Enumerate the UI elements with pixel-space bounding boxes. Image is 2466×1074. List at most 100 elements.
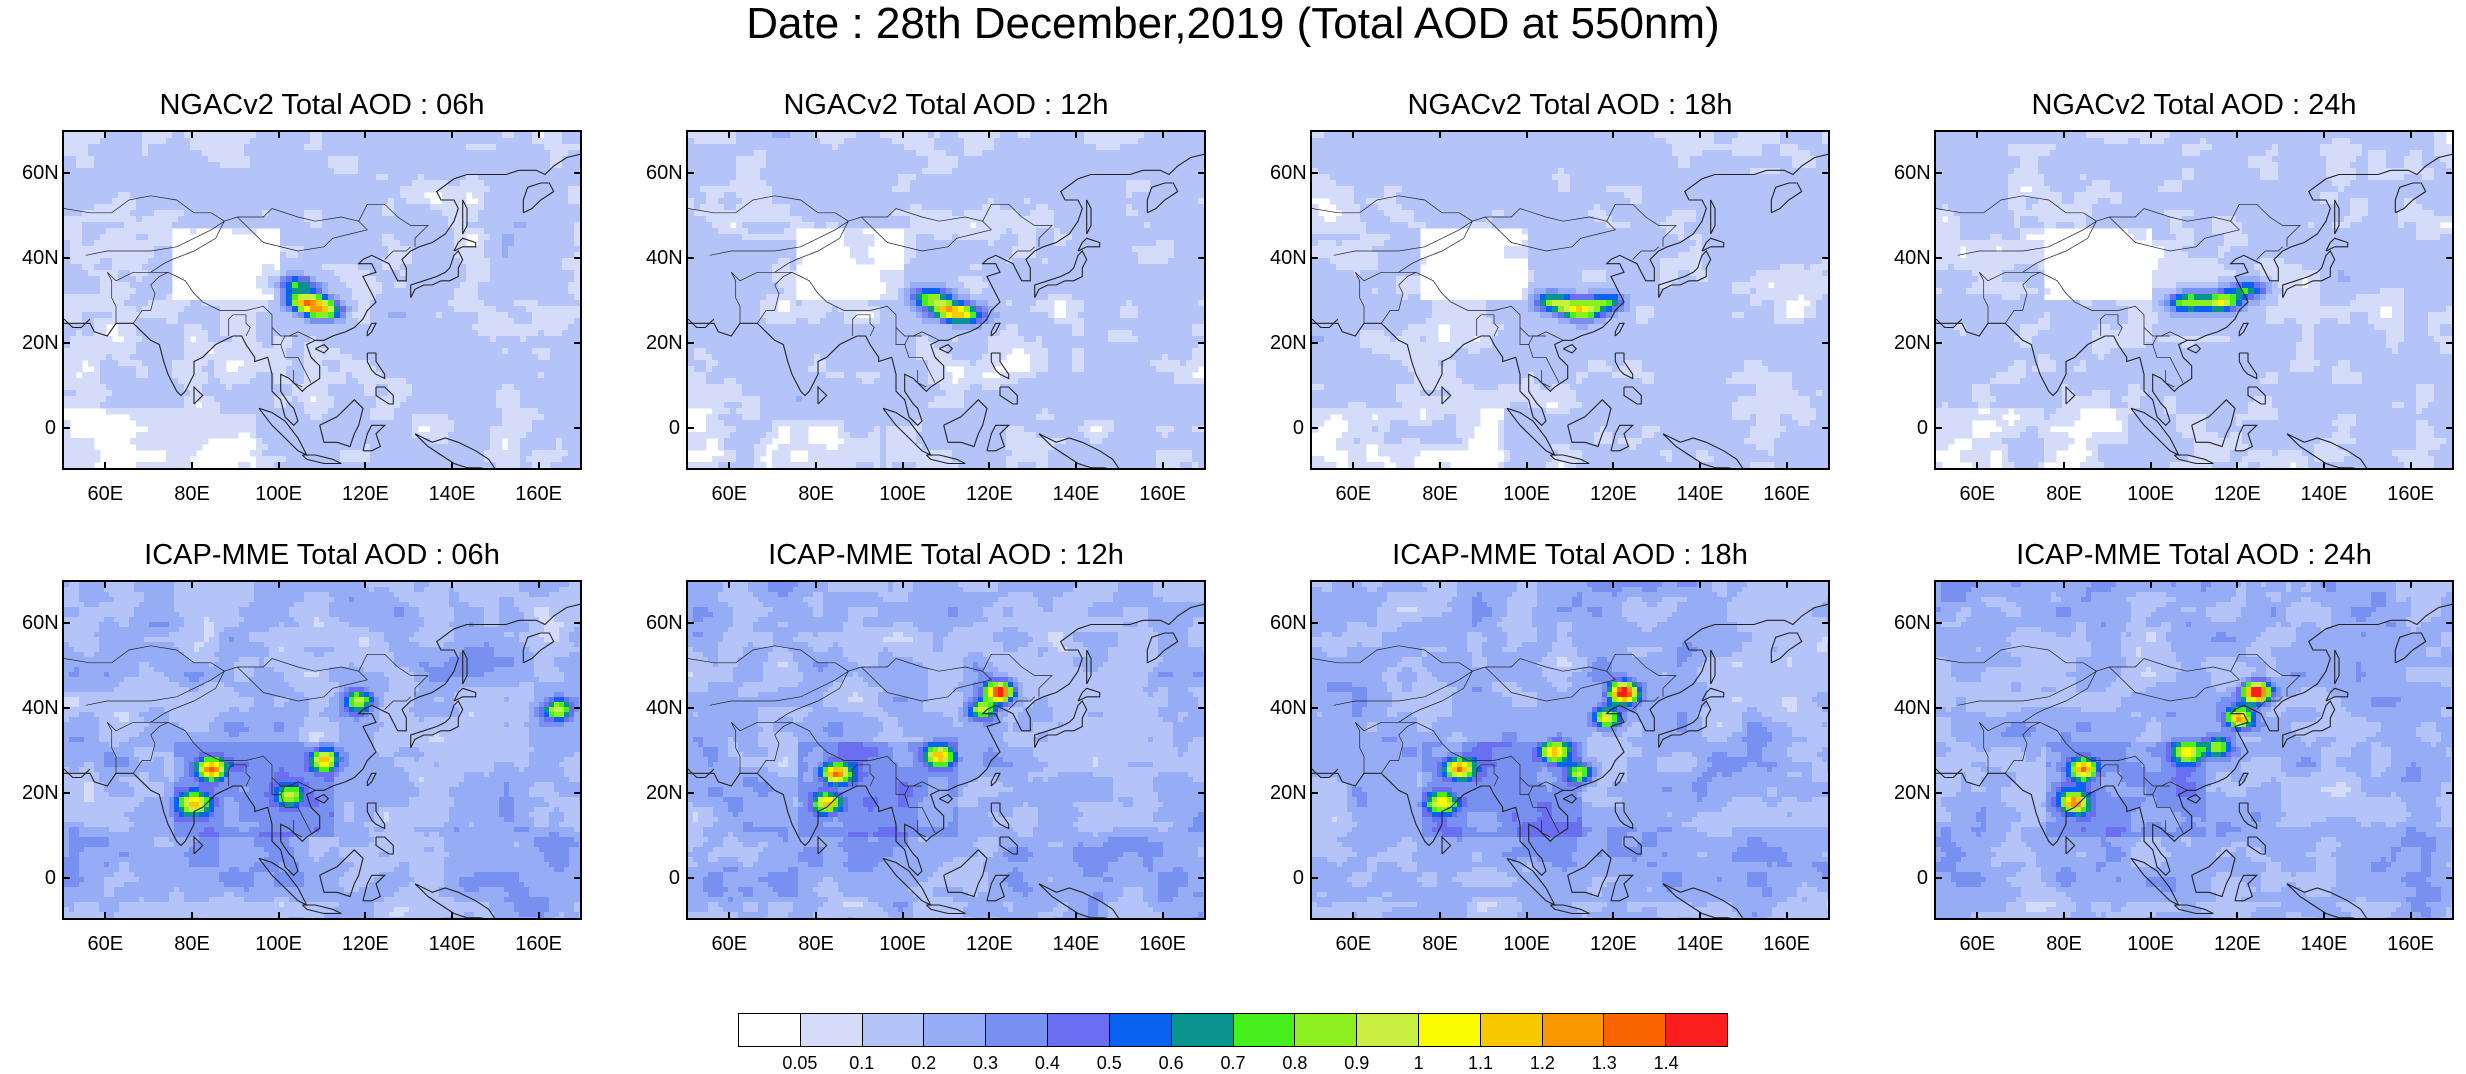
lat-tick <box>1934 257 1942 259</box>
aod-field <box>1312 582 1830 920</box>
lon-tick-label: 60E <box>75 934 135 954</box>
lon-tick-label: 160E <box>2381 934 2441 954</box>
lon-tick <box>364 462 366 470</box>
lon-tick-label: 100E <box>2121 484 2181 504</box>
colorbar-swatch <box>1419 1014 1481 1046</box>
lat-tick <box>574 622 582 624</box>
lat-tick <box>1822 877 1830 879</box>
colorbar-swatch <box>863 1014 925 1046</box>
colorbar-swatch <box>1110 1014 1172 1046</box>
lon-tick-label: 120E <box>959 934 1019 954</box>
lon-tick <box>902 462 904 470</box>
lon-tick <box>1439 130 1441 138</box>
colorbar-swatch <box>924 1014 986 1046</box>
lon-tick <box>2410 912 2412 920</box>
lon-tick <box>1439 462 1441 470</box>
lat-tick <box>2446 877 2454 879</box>
colorbar-label: 0.5 <box>1084 1054 1134 1072</box>
colorbar-swatch <box>739 1014 801 1046</box>
lat-tick <box>686 622 694 624</box>
lon-tick <box>2236 462 2238 470</box>
lon-tick <box>1526 130 1528 138</box>
lat-tick <box>1198 257 1206 259</box>
lon-tick <box>538 130 540 138</box>
lat-tick <box>686 792 694 794</box>
lon-tick <box>1162 462 1164 470</box>
lon-tick <box>364 912 366 920</box>
lat-tick <box>62 877 70 879</box>
lat-tick-label: 0 <box>1894 418 1928 438</box>
lat-tick <box>574 342 582 344</box>
panel-title: NGACv2 Total AOD : 06h <box>22 90 582 120</box>
lat-tick-label: 40N <box>22 248 56 268</box>
lat-tick-label: 0 <box>1270 418 1304 438</box>
lat-tick <box>1198 707 1206 709</box>
lon-tick <box>1526 462 1528 470</box>
lat-tick-label: 20N <box>22 783 56 803</box>
lat-tick <box>574 792 582 794</box>
lat-tick <box>1310 342 1318 344</box>
lat-tick <box>1934 342 1942 344</box>
lon-tick-label: 120E <box>1583 934 1643 954</box>
lat-tick-label: 0 <box>646 418 680 438</box>
lon-tick <box>1699 912 1701 920</box>
colorbar-swatch <box>1048 1014 1110 1046</box>
lon-tick-label: 140E <box>1046 934 1106 954</box>
lon-tick <box>1162 912 1164 920</box>
lon-tick <box>364 130 366 138</box>
lat-tick <box>1822 257 1830 259</box>
lon-tick-label: 160E <box>1133 484 1193 504</box>
lon-tick <box>104 130 106 138</box>
lat-tick-label: 60N <box>646 613 680 633</box>
lon-tick <box>1976 130 1978 138</box>
lon-tick <box>278 912 280 920</box>
lat-tick-label: 0 <box>1894 868 1928 888</box>
panel-title: ICAP-MME Total AOD : 24h <box>1894 540 2454 570</box>
lon-tick-label: 60E <box>1323 934 1383 954</box>
lon-tick-label: 120E <box>959 484 1019 504</box>
lat-tick <box>62 257 70 259</box>
lat-tick <box>1934 622 1942 624</box>
lat-tick <box>1310 707 1318 709</box>
lat-tick-label: 40N <box>1270 698 1304 718</box>
lat-tick <box>62 342 70 344</box>
map-plot-area <box>686 130 1206 470</box>
lon-tick <box>2063 912 2065 920</box>
lon-tick <box>2323 580 2325 588</box>
lon-tick <box>1786 130 1788 138</box>
lon-tick <box>451 580 453 588</box>
lon-tick <box>728 912 730 920</box>
lat-tick <box>62 427 70 429</box>
lon-tick <box>191 462 193 470</box>
lon-tick <box>2323 912 2325 920</box>
lon-tick <box>2236 580 2238 588</box>
colorbar-swatch <box>1357 1014 1419 1046</box>
colorbar-label: 1.4 <box>1641 1054 1691 1072</box>
lon-tick-label: 160E <box>1133 934 1193 954</box>
lat-tick <box>1310 792 1318 794</box>
aod-field <box>64 132 582 470</box>
lon-tick <box>1612 462 1614 470</box>
lon-tick <box>902 912 904 920</box>
lon-tick <box>538 580 540 588</box>
lon-tick-label: 140E <box>1670 934 1730 954</box>
colorbar-label: 0.7 <box>1208 1054 1258 1072</box>
lon-tick-label: 80E <box>1410 484 1470 504</box>
lat-tick <box>686 707 694 709</box>
lat-tick <box>686 427 694 429</box>
colorbar-label: 1.1 <box>1456 1054 1506 1072</box>
lat-tick <box>1310 427 1318 429</box>
colorbar-swatch <box>1604 1014 1666 1046</box>
lon-tick-label: 120E <box>1583 484 1643 504</box>
lat-tick <box>1310 622 1318 624</box>
lon-tick-label: 100E <box>873 484 933 504</box>
lat-tick <box>1310 172 1318 174</box>
lon-tick <box>1699 130 1701 138</box>
lon-tick <box>728 130 730 138</box>
lat-tick <box>1934 792 1942 794</box>
